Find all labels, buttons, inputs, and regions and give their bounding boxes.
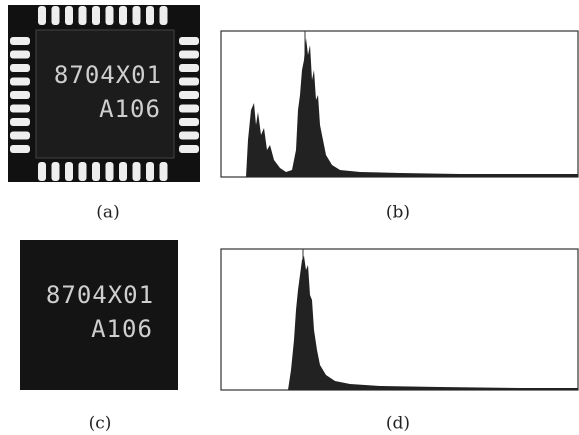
chip-pad [65,162,73,181]
chip-pad [179,50,199,59]
chip-text: A106 [99,95,161,123]
chip-pad [10,50,30,59]
chip-pad [179,104,199,113]
chip-pad [10,145,30,153]
chip-pad [146,162,154,181]
chip-pad [146,6,154,25]
chip-pad [179,131,199,140]
chip-text: 8704X01 [46,281,154,309]
chip-pad [38,162,46,181]
chip-image-cropped [20,240,178,390]
chip-pad [10,37,30,45]
chip-image-full [8,5,200,182]
chip-pad [10,104,30,113]
chip-pad [179,118,199,126]
chip-pad [92,162,100,181]
histogram-shape [288,256,578,390]
chip-pad [10,91,30,99]
chip-pad [10,131,30,140]
chip-pad [132,6,141,25]
chip-pad [51,6,60,25]
chip-pad [179,91,199,99]
chip-pad [10,64,30,72]
chip-pad [10,118,30,126]
chip-pad [179,37,199,45]
chip-pad [105,162,114,181]
chip-pad [132,162,141,181]
chip-pad [92,6,100,25]
chip-pad [78,6,87,25]
chip-pad [51,162,60,181]
chip-pad [38,6,46,25]
plot-frame [220,248,579,391]
histogram-shape [246,38,578,177]
chip-pad [119,162,127,181]
plot-frame [220,30,579,178]
chip-pad [119,6,127,25]
chip-pad [65,6,73,25]
chip-pad [179,64,199,72]
chip-pad [10,77,30,86]
panel-label: (c) [89,414,112,434]
chip-pad [179,145,199,153]
histogram-d [220,248,579,391]
chip-body [35,29,175,159]
chip-pad [159,6,168,25]
chip-pad [105,6,114,25]
panel-label: (a) [96,203,119,223]
panel-label: (d) [386,414,410,434]
panel-label: (b) [386,203,410,223]
chip-pad [179,77,199,86]
chip-pad [159,162,168,181]
chip-text: 8704X01 [54,61,162,89]
chip-pad [78,162,87,181]
chip-text: A106 [91,315,153,343]
histogram-b [220,30,579,178]
